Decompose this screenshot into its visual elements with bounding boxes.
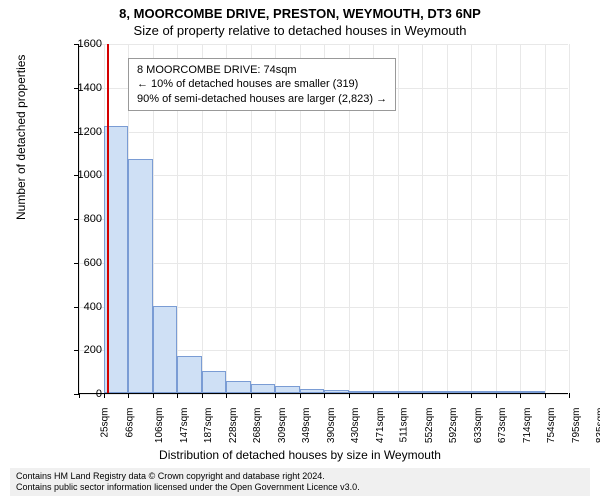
grid-line-v	[520, 44, 521, 393]
y-axis-title: Number of detached properties	[14, 55, 28, 220]
y-tick-label: 200	[62, 344, 102, 356]
x-tick-mark	[373, 393, 374, 398]
histogram-bar	[447, 391, 472, 393]
grid-line-v	[496, 44, 497, 393]
histogram-bar	[422, 391, 447, 393]
annotation-line2: ← 10% of detached houses are smaller (31…	[137, 77, 387, 91]
grid-line-v	[398, 44, 399, 393]
chart-container: 8, MOORCOMBE DRIVE, PRESTON, WEYMOUTH, D…	[0, 0, 600, 500]
footer-box: Contains HM Land Registry data © Crown c…	[10, 468, 590, 496]
x-tick-label: 511sqm	[398, 408, 409, 443]
histogram-bar	[471, 391, 496, 393]
x-tick-label: 349sqm	[301, 408, 312, 444]
histogram-bar	[373, 391, 398, 393]
x-tick-label: 633sqm	[473, 408, 484, 444]
x-tick-mark	[300, 393, 301, 398]
x-tick-mark	[104, 393, 105, 398]
chart-subtitle: Size of property relative to detached ho…	[0, 21, 600, 38]
x-tick-label: 795sqm	[571, 408, 582, 444]
x-tick-label: 430sqm	[350, 408, 361, 444]
x-axis-title: Distribution of detached houses by size …	[0, 448, 600, 462]
y-tick-label: 1200	[62, 126, 102, 138]
annotation-box: 8 MOORCOMBE DRIVE: 74sqm ← 10% of detach…	[128, 58, 396, 111]
x-tick-mark	[520, 393, 521, 398]
x-tick-mark	[496, 393, 497, 398]
grid-line-v	[447, 44, 448, 393]
grid-line-v	[471, 44, 472, 393]
x-tick-label: 471sqm	[375, 408, 386, 444]
x-tick-mark	[447, 393, 448, 398]
x-tick-mark	[226, 393, 227, 398]
y-tick-label: 600	[62, 257, 102, 269]
histogram-bar	[324, 390, 349, 393]
x-tick-label: 592sqm	[448, 408, 459, 444]
x-tick-label: 187sqm	[203, 408, 214, 444]
x-tick-mark	[398, 393, 399, 398]
x-tick-mark	[422, 393, 423, 398]
y-tick-label: 1400	[62, 82, 102, 94]
histogram-bar	[275, 386, 300, 393]
histogram-bar	[202, 371, 227, 393]
x-tick-label: 673sqm	[497, 408, 508, 444]
x-tick-mark	[177, 393, 178, 398]
x-tick-label: 714sqm	[522, 408, 533, 444]
x-tick-mark	[251, 393, 252, 398]
y-tick-label: 400	[62, 301, 102, 313]
x-tick-mark	[324, 393, 325, 398]
histogram-bar	[398, 391, 423, 393]
x-tick-label: 66sqm	[124, 408, 135, 438]
x-tick-label: 106sqm	[154, 408, 165, 444]
histogram-bar	[251, 384, 276, 393]
histogram-bar	[496, 391, 521, 393]
x-tick-mark	[202, 393, 203, 398]
histogram-bar	[300, 389, 325, 393]
x-tick-mark	[471, 393, 472, 398]
x-tick-label: 754sqm	[546, 408, 557, 444]
chart-title: 8, MOORCOMBE DRIVE, PRESTON, WEYMOUTH, D…	[0, 0, 600, 21]
x-tick-mark	[545, 393, 546, 398]
x-tick-label: 309sqm	[277, 408, 288, 444]
y-tick-label: 1000	[62, 169, 102, 181]
x-tick-label: 147sqm	[179, 408, 190, 444]
x-tick-label: 552sqm	[424, 408, 435, 444]
annotation-line3: 90% of semi-detached houses are larger (…	[137, 92, 387, 106]
footer-line1: Contains HM Land Registry data © Crown c…	[16, 471, 584, 482]
footer-line2: Contains public sector information licen…	[16, 482, 584, 493]
x-tick-label: 390sqm	[326, 408, 337, 444]
histogram-bar	[520, 391, 545, 393]
grid-line-v	[569, 44, 570, 393]
x-tick-mark	[349, 393, 350, 398]
histogram-bar	[349, 391, 374, 393]
x-tick-label: 228sqm	[228, 408, 239, 444]
x-tick-mark	[569, 393, 570, 398]
y-tick-label: 0	[62, 388, 102, 400]
x-tick-label: 25sqm	[100, 408, 111, 438]
grid-line-v	[422, 44, 423, 393]
histogram-bar	[128, 159, 153, 393]
x-tick-label: 268sqm	[252, 408, 263, 444]
marker-line	[107, 44, 109, 393]
x-tick-mark	[128, 393, 129, 398]
x-tick-mark	[153, 393, 154, 398]
y-tick-label: 800	[62, 213, 102, 225]
histogram-bar	[177, 356, 202, 393]
x-tick-mark	[275, 393, 276, 398]
histogram-bar	[153, 306, 178, 394]
histogram-bar	[226, 381, 251, 393]
grid-line-v	[545, 44, 546, 393]
annotation-line1: 8 MOORCOMBE DRIVE: 74sqm	[137, 63, 387, 77]
x-tick-label: 835sqm	[595, 408, 600, 444]
y-tick-label: 1600	[62, 38, 102, 50]
